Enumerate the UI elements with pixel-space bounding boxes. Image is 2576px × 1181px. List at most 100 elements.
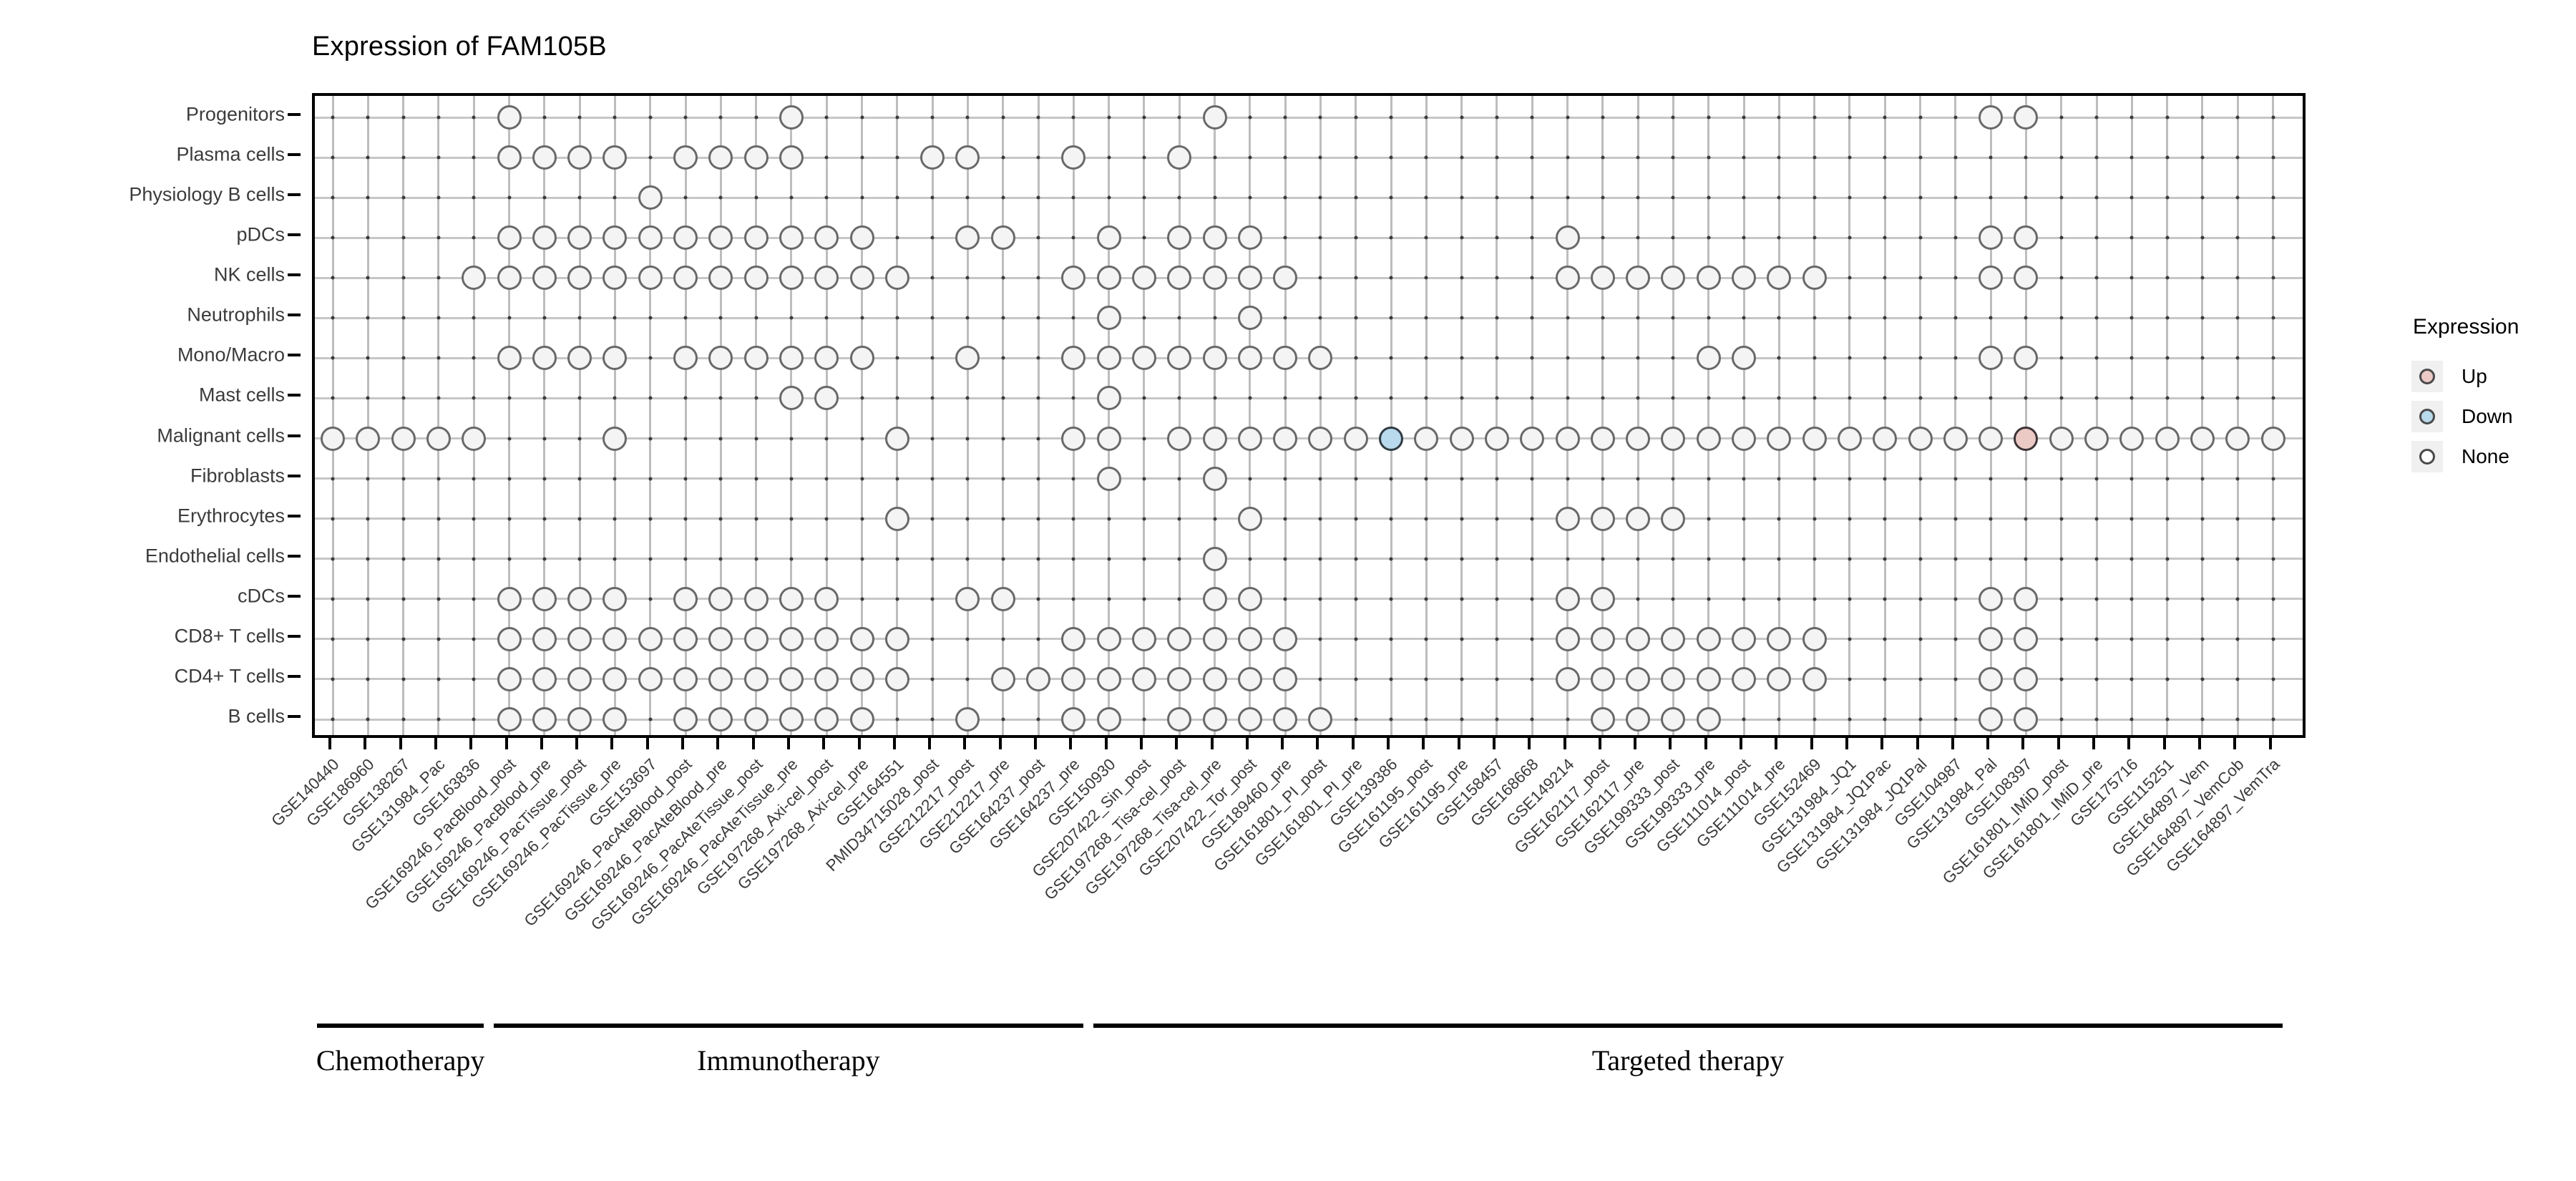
expression-dot[interactable] — [1379, 426, 1403, 451]
expression-dot[interactable] — [1696, 707, 1721, 732]
expression-dot[interactable] — [602, 426, 628, 451]
expression-dot[interactable] — [638, 225, 663, 251]
expression-dot[interactable] — [1167, 426, 1192, 451]
expression-dot[interactable] — [2014, 586, 2039, 611]
expression-dot[interactable] — [497, 225, 522, 251]
expression-dot[interactable] — [884, 426, 909, 451]
expression-dot[interactable] — [1061, 626, 1086, 651]
expression-dot[interactable] — [1732, 426, 1756, 451]
expression-dot[interactable] — [602, 145, 628, 170]
expression-dot[interactable] — [1661, 506, 1686, 531]
expression-dot[interactable] — [1802, 666, 1827, 691]
expression-dot[interactable] — [673, 145, 698, 170]
expression-dot[interactable] — [955, 586, 980, 611]
expression-dot[interactable] — [2049, 426, 2074, 451]
expression-dot[interactable] — [1237, 306, 1262, 331]
expression-dot[interactable] — [743, 266, 769, 291]
expression-dot[interactable] — [1237, 506, 1262, 531]
expression-dot[interactable] — [497, 145, 522, 170]
expression-dot[interactable] — [814, 626, 839, 651]
expression-dot[interactable] — [567, 346, 592, 371]
expression-dot[interactable] — [1414, 426, 1439, 451]
expression-dot[interactable] — [1273, 707, 1298, 732]
expression-dot[interactable] — [814, 346, 839, 371]
expression-dot[interactable] — [708, 145, 733, 170]
expression-dot[interactable] — [2084, 426, 2109, 451]
legend-item[interactable]: Down — [2411, 397, 2576, 437]
expression-dot[interactable] — [497, 666, 522, 691]
expression-dot[interactable] — [849, 707, 874, 732]
expression-dot[interactable] — [779, 586, 804, 611]
expression-dot[interactable] — [1237, 626, 1262, 651]
expression-dot[interactable] — [1626, 426, 1651, 451]
expression-dot[interactable] — [779, 266, 804, 291]
expression-dot[interactable] — [1767, 666, 1792, 691]
expression-dot[interactable] — [532, 707, 557, 732]
expression-dot[interactable] — [1026, 666, 1050, 691]
expression-dot[interactable] — [602, 225, 628, 251]
expression-dot[interactable] — [1979, 346, 2004, 371]
expression-dot[interactable] — [1096, 225, 1121, 251]
expression-dot[interactable] — [779, 346, 804, 371]
expression-dot[interactable] — [638, 266, 663, 291]
expression-dot[interactable] — [1555, 666, 1580, 691]
expression-dot[interactable] — [2190, 426, 2215, 451]
expression-dot[interactable] — [567, 586, 592, 611]
expression-dot[interactable] — [1273, 266, 1298, 291]
expression-dot[interactable] — [1767, 266, 1792, 291]
expression-dot[interactable] — [1237, 426, 1262, 451]
expression-dot[interactable] — [1061, 346, 1086, 371]
expression-dot[interactable] — [2014, 707, 2039, 732]
expression-dot[interactable] — [708, 346, 733, 371]
expression-dot[interactable] — [1167, 145, 1192, 170]
expression-dot[interactable] — [779, 225, 804, 251]
expression-dot[interactable] — [532, 346, 557, 371]
expression-dot[interactable] — [1061, 426, 1086, 451]
expression-dot[interactable] — [743, 666, 769, 691]
expression-dot[interactable] — [1626, 626, 1651, 651]
expression-dot[interactable] — [567, 225, 592, 251]
expression-dot[interactable] — [1061, 145, 1086, 170]
expression-dot[interactable] — [1237, 666, 1262, 691]
expression-dot[interactable] — [1732, 346, 1756, 371]
expression-dot[interactable] — [708, 666, 733, 691]
expression-dot[interactable] — [532, 266, 557, 291]
expression-dot[interactable] — [1767, 426, 1792, 451]
expression-dot[interactable] — [743, 225, 769, 251]
expression-dot[interactable] — [743, 626, 769, 651]
expression-dot[interactable] — [1167, 626, 1192, 651]
expression-dot[interactable] — [708, 225, 733, 251]
expression-dot[interactable] — [990, 666, 1015, 691]
expression-dot[interactable] — [1308, 707, 1333, 732]
expression-dot[interactable] — [602, 626, 628, 651]
expression-dot[interactable] — [1590, 506, 1615, 531]
expression-dot[interactable] — [2014, 346, 2039, 371]
expression-dot[interactable] — [1202, 426, 1227, 451]
expression-dot[interactable] — [814, 666, 839, 691]
expression-dot[interactable] — [1096, 626, 1121, 651]
expression-dot[interactable] — [532, 145, 557, 170]
expression-dot[interactable] — [1590, 266, 1615, 291]
expression-dot[interactable] — [743, 145, 769, 170]
expression-dot[interactable] — [1696, 666, 1721, 691]
expression-dot[interactable] — [955, 145, 980, 170]
expression-dot[interactable] — [1696, 626, 1721, 651]
expression-dot[interactable] — [1590, 707, 1615, 732]
expression-dot[interactable] — [1202, 266, 1227, 291]
expression-dot[interactable] — [497, 266, 522, 291]
expression-dot[interactable] — [1096, 386, 1121, 411]
expression-dot[interactable] — [1590, 426, 1615, 451]
expression-dot[interactable] — [1626, 707, 1651, 732]
expression-dot[interactable] — [1237, 225, 1262, 251]
expression-dot[interactable] — [497, 707, 522, 732]
expression-dot[interactable] — [1802, 266, 1827, 291]
expression-dot[interactable] — [1237, 266, 1262, 291]
expression-dot[interactable] — [673, 626, 698, 651]
expression-dot[interactable] — [2155, 426, 2180, 451]
expression-dot[interactable] — [2225, 426, 2250, 451]
expression-dot[interactable] — [708, 586, 733, 611]
expression-dot[interactable] — [673, 666, 698, 691]
expression-dot[interactable] — [1449, 426, 1474, 451]
expression-dot[interactable] — [1167, 707, 1192, 732]
expression-dot[interactable] — [1626, 266, 1651, 291]
